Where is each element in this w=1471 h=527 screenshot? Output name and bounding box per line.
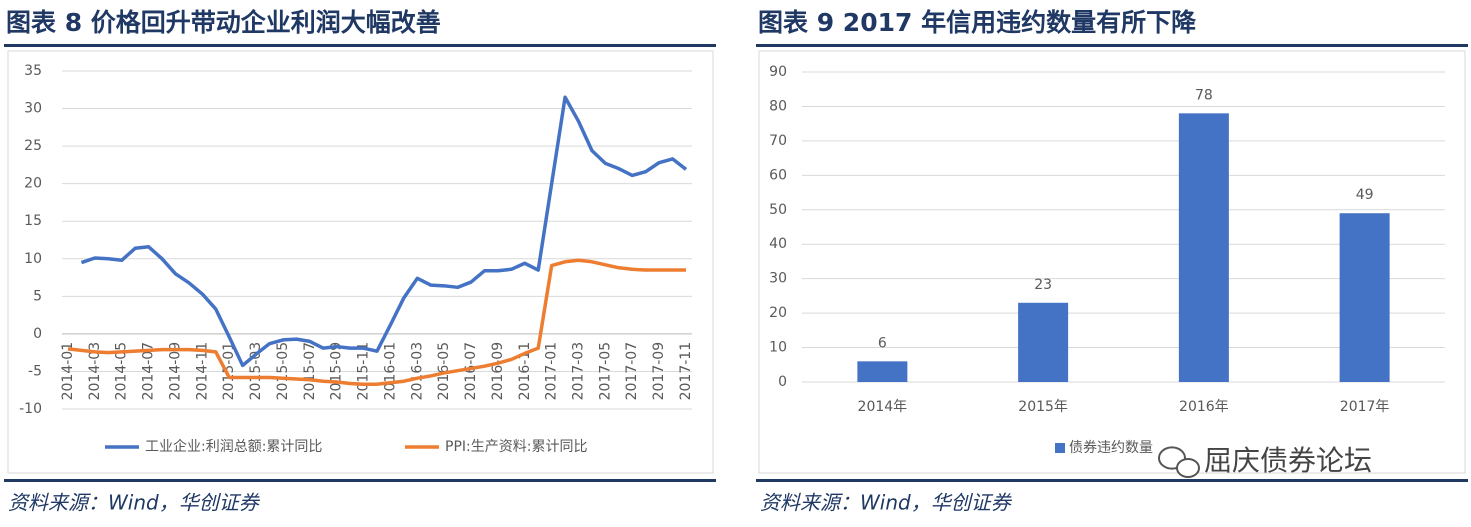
bar <box>1339 213 1390 382</box>
y-tick-label: 10 <box>769 340 787 356</box>
line-series <box>67 258 686 386</box>
y-tick-label: 5 <box>33 288 42 304</box>
x-tick-label: 2014-11 <box>194 342 210 401</box>
header-rule <box>756 44 1468 47</box>
x-tick-label: 2014-09 <box>167 342 183 401</box>
source: 资料来源：Wind，华创证券 <box>8 491 261 515</box>
x-tick-label: 2014-03 <box>87 342 103 401</box>
data-label: 78 <box>1195 87 1213 103</box>
x-tick-label: 2017-09 <box>651 342 667 401</box>
y-tick-label: 90 <box>769 64 787 80</box>
y-tick-label: 50 <box>769 202 787 218</box>
bar <box>1018 302 1069 382</box>
x-tick-label: 2016-01 <box>382 342 398 401</box>
data-label: 49 <box>1356 187 1374 203</box>
data-label: 6 <box>878 335 887 351</box>
x-tick-label: 2016-05 <box>436 342 452 401</box>
y-tick-label: 40 <box>769 236 787 252</box>
legend-swatch <box>1055 443 1065 453</box>
y-tick-label: 35 <box>24 63 42 79</box>
y-tick-label: 30 <box>24 101 42 117</box>
watermark <box>1158 446 1200 479</box>
y-tick-label: -5 <box>28 363 42 379</box>
chart-title: 图表 9 2017 年信用违约数量有所下降 <box>758 8 1197 37</box>
x-tick-label: 2017-01 <box>544 342 560 401</box>
data-label: 23 <box>1034 277 1052 293</box>
x-tick-label: 2016-03 <box>409 342 425 401</box>
x-tick-label: 2016-09 <box>490 342 506 401</box>
y-tick-label: 10 <box>24 251 42 267</box>
watermark-text: 屈庆债券论坛 <box>1204 444 1372 477</box>
legend-label: 债券违约数量 <box>1069 440 1153 456</box>
y-tick-label: -10 <box>19 401 42 417</box>
y-tick-label: 30 <box>769 271 787 287</box>
x-tick-label: 2016年 <box>1179 399 1229 415</box>
y-tick-label: 20 <box>24 176 42 192</box>
x-tick-label: 2016-07 <box>463 342 479 401</box>
chart-frame <box>7 50 714 474</box>
x-tick-label: 2014-05 <box>114 342 130 401</box>
x-tick-label: 2015-09 <box>329 342 345 401</box>
x-tick-label: 2014-07 <box>141 342 157 401</box>
source: 资料来源：Wind，华创证券 <box>760 491 1013 515</box>
bar <box>1178 113 1229 382</box>
y-tick-label: 60 <box>769 167 787 183</box>
y-tick-label: 70 <box>769 133 787 149</box>
x-tick-label: 2017-07 <box>624 342 640 401</box>
x-tick-label: 2014年 <box>858 399 908 415</box>
y-tick-label: 0 <box>33 326 42 342</box>
legend-label: PPI:生产资料:累计同比 <box>445 439 587 455</box>
x-tick-label: 2017-05 <box>597 342 613 401</box>
chart-frame <box>758 50 1466 474</box>
x-tick-label: 2017-03 <box>571 342 587 401</box>
y-tick-label: 80 <box>769 98 787 114</box>
watermark-icon <box>1176 457 1200 479</box>
x-tick-label: 2015年 <box>1018 399 1068 415</box>
footer-rule <box>756 479 1468 482</box>
y-tick-label: 20 <box>769 305 787 321</box>
y-tick-label: 25 <box>24 138 42 154</box>
x-tick-label: 2014-01 <box>60 342 76 401</box>
x-tick-label: 2015-07 <box>302 342 318 401</box>
header-rule <box>4 44 716 47</box>
x-tick-label: 2015-01 <box>221 342 237 401</box>
bar <box>857 361 908 382</box>
line-series <box>80 95 688 368</box>
x-tick-label: 2017年 <box>1340 399 1390 415</box>
x-tick-label: 2015-05 <box>275 342 291 401</box>
x-tick-label: 2017-11 <box>678 342 694 401</box>
legend-label: 工业企业:利润总额:累计同比 <box>145 438 322 455</box>
y-tick-label: 15 <box>24 213 42 229</box>
y-tick-label: 0 <box>778 374 787 390</box>
footer-rule <box>4 479 716 482</box>
chart-title: 图表 8 价格回升带动企业利润大幅改善 <box>6 8 441 37</box>
